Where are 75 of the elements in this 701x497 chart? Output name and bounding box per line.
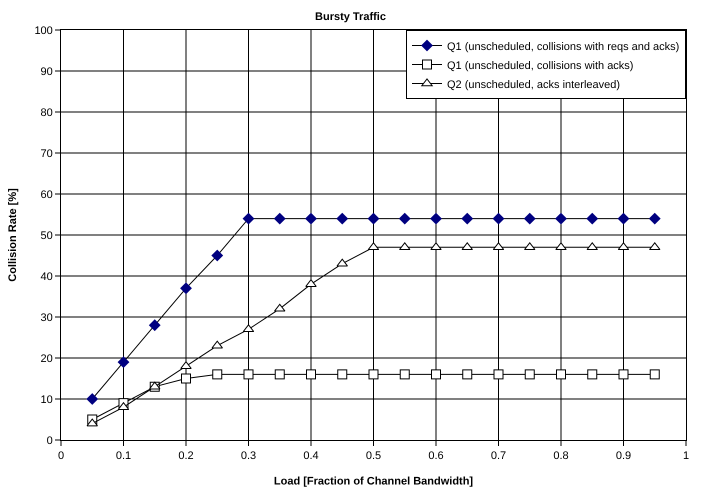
point [649, 212, 660, 224]
point [305, 212, 317, 224]
point [118, 356, 130, 368]
point [181, 374, 191, 384]
point [399, 242, 410, 250]
point [274, 212, 286, 224]
x-tick-label: 0 [58, 450, 64, 462]
point [462, 242, 473, 250]
x-tick-label: 0.4 [303, 450, 319, 462]
legend-label: Q1 (unscheduled, collisions with acks) [447, 60, 634, 72]
legend-label: Q2 (unscheduled, acks interleaved) [447, 78, 620, 91]
legend-label: Q1 (unscheduled, collisions with reqs and acks) [447, 40, 680, 53]
point [368, 242, 380, 250]
x-axis-title: Load [Fraction of Channel Bandwidth] [274, 475, 474, 488]
point [306, 369, 316, 380]
chart-title: Bursty Traffic [315, 11, 386, 24]
y-axis-title: Collision Rate [%] [7, 188, 20, 282]
point [618, 212, 630, 224]
point [336, 212, 348, 224]
point [149, 320, 160, 331]
point [430, 212, 442, 224]
y-tick-label: 0 [46, 434, 53, 447]
point [274, 369, 285, 380]
point [649, 242, 660, 250]
point [494, 369, 504, 380]
point [242, 324, 254, 332]
point [86, 393, 98, 405]
point [524, 212, 536, 224]
x-tick-label: 0.2 [178, 450, 194, 462]
point [368, 212, 380, 224]
point [524, 242, 536, 250]
y-tick-label: 60 [40, 188, 53, 201]
point [462, 212, 473, 224]
point [337, 369, 348, 380]
point [400, 369, 410, 380]
point [430, 242, 442, 250]
point [492, 212, 504, 224]
y-tick-label: 70 [40, 148, 53, 160]
point [586, 242, 598, 250]
x-tick-label: 0.7 [490, 450, 506, 462]
point [431, 369, 441, 380]
x-tick-label: 0.6 [428, 450, 444, 462]
point [492, 242, 504, 250]
x-tick-label: 1 [682, 450, 690, 462]
point [555, 212, 567, 224]
point [242, 212, 254, 224]
point [180, 282, 192, 294]
x-tick-label: 0.5 [366, 450, 382, 462]
x-tick-label: 0.8 [553, 450, 569, 462]
y-tick-label: 40 [40, 270, 53, 283]
point [556, 369, 566, 380]
point [368, 369, 378, 380]
point [586, 212, 598, 224]
y-tick-label: 50 [40, 230, 53, 242]
x-tick-label: 0.3 [240, 450, 256, 462]
point [462, 369, 472, 380]
y-tick-label: 30 [40, 312, 53, 324]
y-tick-label: 100 [34, 24, 53, 37]
point [274, 304, 286, 312]
y-tick-label: 20 [40, 352, 53, 365]
point [555, 242, 567, 250]
point [244, 369, 254, 380]
y-tick-label: 80 [40, 106, 53, 119]
x-tick-label: 0.9 [616, 450, 632, 462]
point [212, 369, 222, 380]
point [524, 369, 535, 380]
point [399, 212, 410, 224]
y-tick-label: 90 [40, 66, 53, 78]
point [618, 242, 630, 250]
y-tick-label: 10 [40, 394, 53, 406]
point [212, 250, 223, 262]
point [618, 369, 628, 380]
x-tick-label: 0.1 [116, 450, 132, 462]
point [650, 369, 660, 380]
point [587, 369, 598, 380]
